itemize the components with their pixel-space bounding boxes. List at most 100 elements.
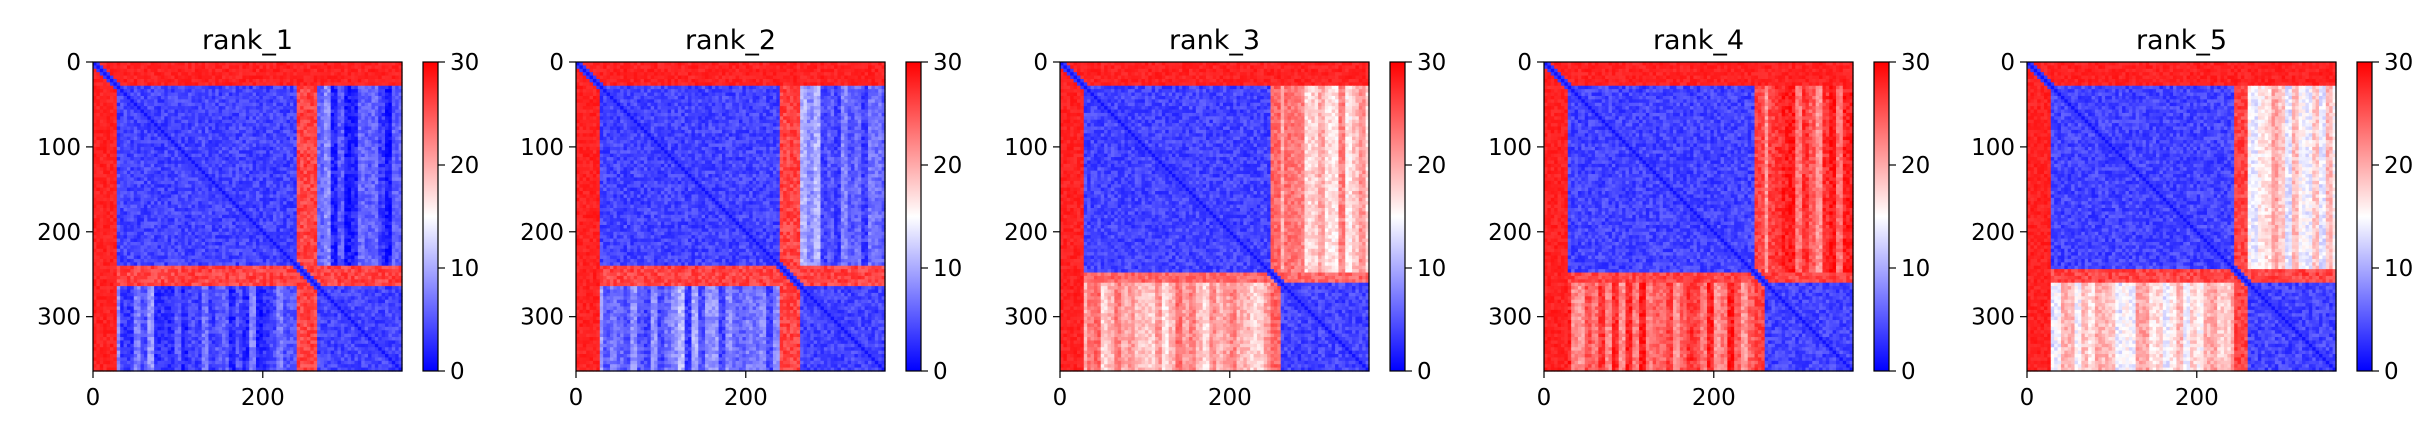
heatmap-cell bbox=[252, 65, 257, 70]
heatmap-cell bbox=[147, 82, 152, 87]
heatmap-cell bbox=[205, 82, 210, 87]
heatmap-cell bbox=[181, 85, 186, 90]
heatmap-cell bbox=[167, 68, 172, 73]
heatmap-cell bbox=[337, 78, 342, 83]
heatmap-cell bbox=[177, 82, 182, 87]
heatmap-cell bbox=[252, 92, 257, 97]
heatmap-cell bbox=[272, 62, 277, 66]
heatmap-cell bbox=[164, 92, 169, 97]
heatmap-cell bbox=[120, 109, 125, 114]
heatmap-cell bbox=[181, 106, 186, 111]
heatmap-cell bbox=[208, 95, 213, 100]
heatmap-cell bbox=[184, 177, 189, 182]
heatmap-cell bbox=[344, 65, 349, 70]
heatmap-cell bbox=[126, 99, 131, 104]
heatmap-cell bbox=[249, 72, 254, 77]
heatmap-cell bbox=[313, 68, 318, 73]
heatmap-cell bbox=[354, 78, 359, 83]
heatmap-cell bbox=[232, 82, 237, 87]
heatmap-cell bbox=[395, 78, 400, 83]
heatmap-cell bbox=[245, 106, 250, 111]
heatmap-cell bbox=[354, 62, 359, 66]
heatmap-cell bbox=[228, 85, 233, 90]
heatmap-cell bbox=[137, 72, 142, 77]
heatmap-cell bbox=[225, 78, 230, 83]
heatmap-cell bbox=[296, 89, 301, 94]
heatmap-cell bbox=[93, 75, 97, 80]
heatmap-cell bbox=[320, 78, 325, 83]
heatmap-cell bbox=[245, 65, 250, 70]
heatmap-cell bbox=[249, 92, 254, 97]
heatmap-cell bbox=[215, 99, 220, 104]
heatmap-cell bbox=[198, 167, 203, 172]
heatmap-cell bbox=[300, 85, 305, 90]
heatmap-cell bbox=[167, 177, 172, 182]
heatmap-cell bbox=[164, 102, 169, 107]
heatmap-cell bbox=[296, 78, 301, 83]
heatmap-cell bbox=[262, 102, 267, 107]
heatmap-cell bbox=[262, 82, 267, 87]
heatmap-cell bbox=[103, 78, 108, 83]
heatmap-cell bbox=[133, 119, 138, 124]
heatmap-cell bbox=[354, 85, 359, 90]
heatmap-cell bbox=[337, 106, 342, 111]
heatmap-cell bbox=[259, 72, 264, 77]
heatmap-cell bbox=[174, 116, 179, 121]
heatmap-cell bbox=[310, 62, 315, 66]
heatmap-cell bbox=[201, 92, 206, 97]
heatmap-cell bbox=[306, 109, 311, 114]
heatmap-cell bbox=[116, 99, 121, 104]
heatmap-cell bbox=[327, 109, 332, 114]
heatmap-cell bbox=[205, 106, 210, 111]
heatmap-cell bbox=[320, 82, 325, 87]
heatmap-cell bbox=[188, 92, 193, 97]
heatmap-cell bbox=[269, 99, 274, 104]
heatmap-cell bbox=[116, 68, 121, 73]
heatmap-cell bbox=[188, 62, 193, 66]
heatmap-cell bbox=[272, 75, 277, 80]
heatmap-cell bbox=[323, 112, 328, 117]
heatmap-cell bbox=[130, 112, 135, 117]
heatmap-cell bbox=[103, 95, 108, 100]
heatmap-cell bbox=[191, 112, 196, 117]
heatmap-cell bbox=[99, 102, 104, 107]
heatmap-cell bbox=[293, 102, 298, 107]
heatmap-cell bbox=[147, 119, 152, 124]
heatmap-cell bbox=[137, 102, 142, 107]
heatmap-cell bbox=[381, 65, 386, 70]
heatmap-cell bbox=[249, 65, 254, 70]
heatmap-cell bbox=[103, 62, 108, 66]
heatmap-cell bbox=[391, 106, 396, 111]
heatmap-cell bbox=[245, 95, 250, 100]
heatmap-cell bbox=[330, 92, 335, 97]
heatmap-cell bbox=[347, 112, 352, 117]
heatmap-cell bbox=[286, 82, 291, 87]
heatmap-cell bbox=[317, 153, 322, 158]
heatmap-cell bbox=[245, 72, 250, 77]
heatmap-cell bbox=[184, 95, 189, 100]
heatmap-cell bbox=[140, 92, 145, 97]
heatmap-cell bbox=[272, 116, 277, 121]
heatmap-cell bbox=[96, 78, 101, 83]
heatmap-cell bbox=[272, 78, 277, 83]
heatmap-cell bbox=[133, 92, 138, 97]
heatmap-cell bbox=[391, 95, 396, 100]
heatmap-cell bbox=[330, 99, 335, 104]
heatmap-cell bbox=[140, 102, 145, 107]
heatmap-cell bbox=[334, 95, 339, 100]
heatmap-cell bbox=[334, 89, 339, 94]
heatmap-cell bbox=[96, 106, 101, 111]
heatmap-cell bbox=[340, 82, 345, 87]
heatmap-cell bbox=[137, 68, 142, 73]
heatmap-cell bbox=[303, 65, 308, 70]
heatmap-cell bbox=[266, 68, 271, 73]
heatmap-cell bbox=[337, 95, 342, 100]
heatmap-cell bbox=[279, 78, 284, 83]
heatmap-cell bbox=[252, 89, 257, 94]
heatmap-cell bbox=[198, 62, 203, 66]
heatmap-cell bbox=[334, 112, 339, 117]
heatmap-cell bbox=[222, 78, 227, 83]
heatmap-cell bbox=[272, 85, 277, 90]
heatmap-cell bbox=[255, 99, 260, 104]
heatmap-cell bbox=[154, 95, 159, 100]
